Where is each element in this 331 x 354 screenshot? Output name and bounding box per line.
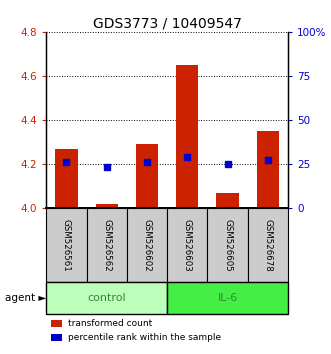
FancyBboxPatch shape [248,208,288,282]
Text: control: control [87,293,126,303]
Bar [96,204,118,208]
Text: GSM526562: GSM526562 [102,219,111,272]
FancyBboxPatch shape [167,282,288,314]
Text: percentile rank within the sample: percentile rank within the sample [68,333,221,342]
Bar [51,320,62,327]
Bar [216,193,239,208]
Bar [176,65,198,208]
FancyBboxPatch shape [46,282,167,314]
FancyBboxPatch shape [87,208,127,282]
Text: GSM526602: GSM526602 [143,219,152,272]
Text: transformed count: transformed count [68,319,152,328]
Text: agent ►: agent ► [5,293,46,303]
Text: IL-6: IL-6 [217,293,238,303]
Text: GSM526678: GSM526678 [263,219,272,272]
Title: GDS3773 / 10409547: GDS3773 / 10409547 [93,17,242,31]
FancyBboxPatch shape [167,208,208,282]
Text: GSM526561: GSM526561 [62,219,71,272]
FancyBboxPatch shape [127,208,167,282]
FancyBboxPatch shape [46,208,87,282]
Text: GSM526603: GSM526603 [183,219,192,272]
Bar [257,131,279,208]
FancyBboxPatch shape [208,208,248,282]
Bar [51,334,62,341]
Bar [55,148,77,208]
Bar [136,144,158,208]
Text: GSM526605: GSM526605 [223,219,232,272]
